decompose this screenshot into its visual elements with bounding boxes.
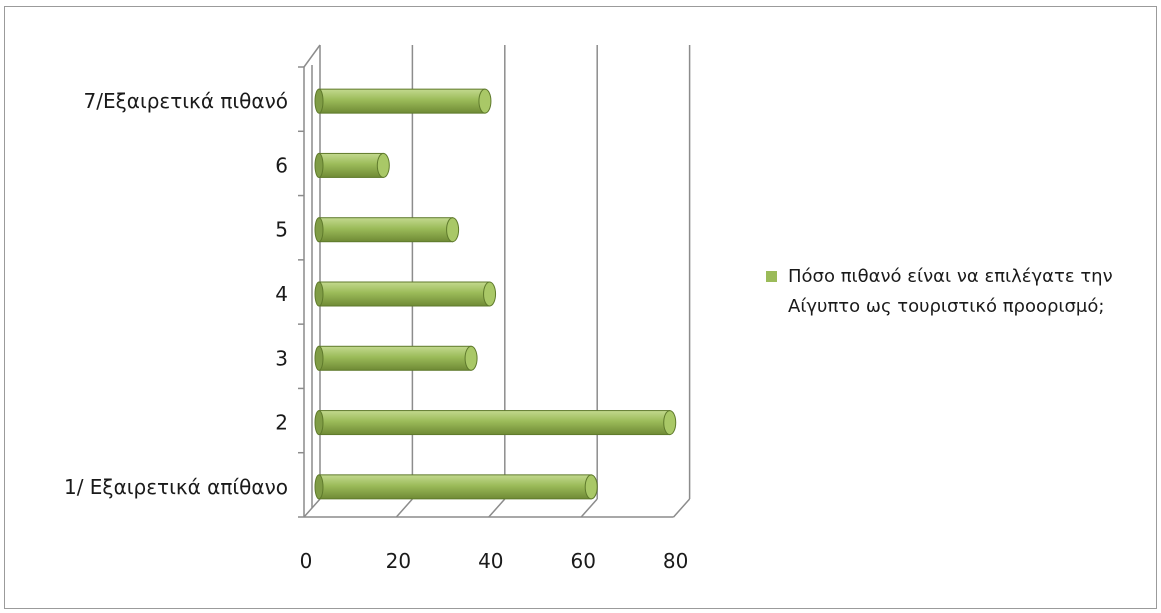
floor-tick-60: [580, 498, 598, 518]
y-category-label-4: 4: [275, 282, 288, 306]
chart-frame: [4, 6, 1157, 609]
bar-6: [318, 152, 384, 178]
bar-cap-left-6: [314, 152, 324, 178]
bar-cap-left-1: [314, 474, 324, 500]
bar-3: [318, 345, 472, 371]
x-tick-label-20: 20: [386, 549, 411, 573]
x-tick-label-80: 80: [663, 549, 688, 573]
y-category-label-5: 5: [275, 218, 288, 242]
y-category-label-1: 1/ Εξαιρετικά απίθανο: [64, 475, 288, 499]
bar-cap-right-1: [584, 474, 598, 500]
bar-cap-left-5: [314, 217, 324, 243]
bar-cap-left-4: [314, 281, 324, 307]
left-wall-top: [303, 44, 321, 68]
bar-cap-left-2: [314, 410, 324, 436]
bar-2: [318, 410, 671, 436]
bar-cap-right-6: [376, 152, 390, 178]
y-category-label-3: 3: [275, 346, 288, 370]
bar-cap-right-4: [483, 281, 497, 307]
bar-cap-right-2: [663, 410, 677, 436]
y-category-label-7: 7/Εξαιρετικά πιθανό: [84, 89, 288, 113]
legend-label: Πόσο πιθανό είναι να επιλέγατε την Αίγυπ…: [788, 266, 1113, 317]
legend-swatch: [766, 271, 777, 282]
bar-4: [318, 281, 491, 307]
bar-cap-right-5: [446, 217, 460, 243]
x-tick-label-60: 60: [570, 549, 595, 573]
x-tick-label-0: 0: [300, 549, 313, 573]
floor-tick-40: [488, 498, 506, 518]
floor-tick-20: [395, 498, 413, 518]
bar-cap-right-7: [478, 88, 492, 114]
floor-tick-0: [303, 498, 321, 518]
x-tick-label-40: 40: [478, 549, 503, 573]
bar-cap-right-3: [464, 345, 478, 371]
bar-5: [318, 217, 454, 243]
bar-cap-left-7: [314, 88, 324, 114]
floor-tick-80: [673, 498, 691, 518]
y-category-label-6: 6: [275, 153, 288, 177]
y-category-label-2: 2: [275, 411, 288, 435]
bar-7: [318, 88, 486, 114]
bar-1: [318, 474, 592, 500]
bar-cap-left-3: [314, 345, 324, 371]
